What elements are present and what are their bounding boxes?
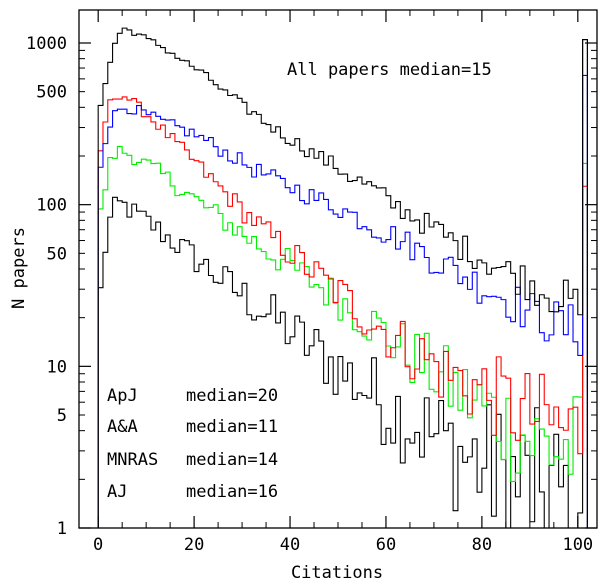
- series-all-papers: [97, 27, 588, 528]
- x-tick-label: 80: [472, 535, 492, 555]
- y-tick-label: 100: [36, 196, 67, 216]
- series-mnras: [97, 145, 588, 528]
- legend-aj-name: AJ: [107, 482, 127, 502]
- y-axis-label: N papers: [9, 227, 29, 309]
- legend-aa-median: median=11: [186, 417, 278, 437]
- x-tick-label: 20: [184, 535, 204, 555]
- y-tick-label: 1000: [26, 34, 67, 54]
- x-tick-label: 0: [93, 535, 103, 555]
- legend-apj-median: median=20: [186, 386, 278, 406]
- legend-apj-name: ApJ: [107, 386, 138, 406]
- y-tick-label: 500: [36, 83, 67, 103]
- series-apj: [97, 74, 588, 528]
- x-tick-label: 40: [280, 535, 300, 555]
- series-a-a: [97, 96, 588, 528]
- x-tick-label: 100: [562, 535, 593, 555]
- legend-aa-name: A&A: [107, 417, 138, 437]
- all-papers-median-annotation: All papers median=15: [287, 60, 492, 80]
- legend: ApJ median=20 A&A median=11 MNRAS median…: [107, 386, 278, 502]
- x-axis-label: Citations: [291, 563, 383, 583]
- y-tick-label: 5: [57, 406, 67, 426]
- y-tick-label: 10: [47, 357, 67, 377]
- legend-aj-median: median=16: [186, 482, 278, 502]
- y-tick-label: 50: [47, 244, 67, 264]
- x-tick-label: 60: [376, 535, 396, 555]
- legend-mnras-name: MNRAS: [107, 450, 158, 470]
- legend-mnras-median: median=14: [186, 450, 278, 470]
- y-tick-label: 1: [57, 519, 67, 539]
